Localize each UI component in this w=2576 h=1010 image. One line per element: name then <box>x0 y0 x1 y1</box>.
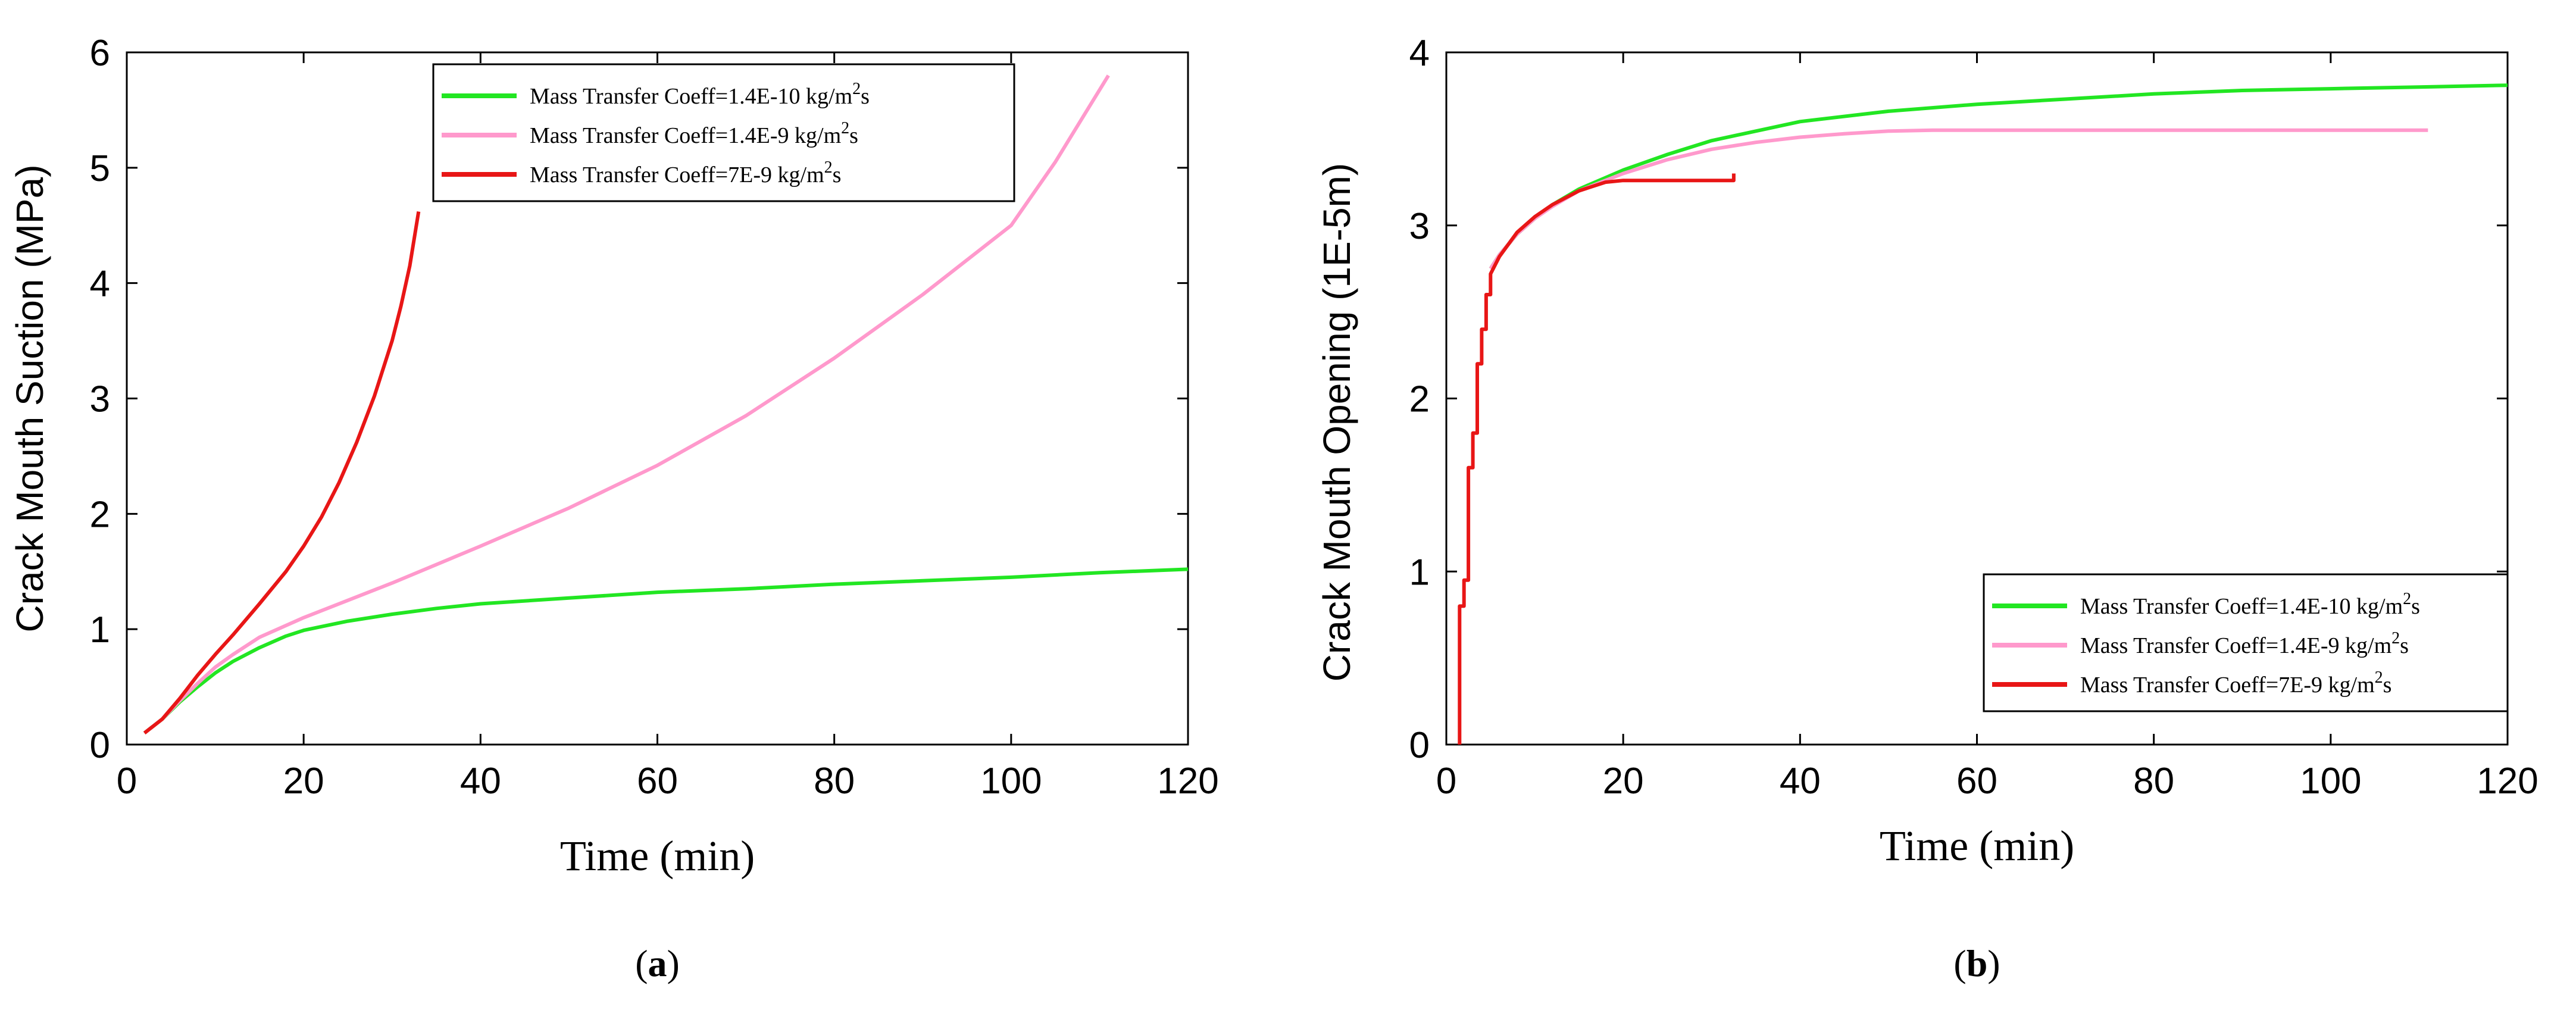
series-line-2 <box>1458 173 1736 745</box>
x-tick-label: 40 <box>1780 761 1821 802</box>
legend-entry-0: Mass Transfer Coeff=1.4E-10 kg/m2s <box>2080 590 2420 619</box>
panel-sublabel: (a) <box>635 942 680 984</box>
y-tick-label: 3 <box>1409 206 1430 247</box>
x-tick-label: 20 <box>1603 761 1644 802</box>
y-tick-label: 1 <box>1409 552 1430 593</box>
y-tick-label: 4 <box>90 264 110 305</box>
legend-entry-1: Mass Transfer Coeff=1.4E-9 kg/m2s <box>2080 629 2409 658</box>
y-tick-label: 3 <box>90 379 110 420</box>
legend-entry-1: Mass Transfer Coeff=1.4E-9 kg/m2s <box>530 119 858 148</box>
x-tick-label: 0 <box>1436 761 1456 802</box>
legend-box <box>432 63 1015 202</box>
legend-box <box>1983 573 2509 712</box>
x-axis-label: Time (min) <box>560 832 755 880</box>
x-tick-label: 0 <box>117 761 137 802</box>
y-axis-label: Crack Mouth Suction (MPa) <box>8 164 51 632</box>
x-tick-label: 80 <box>814 761 855 802</box>
x-tick-label: 100 <box>980 761 1042 802</box>
x-tick-label: 60 <box>1956 761 1997 802</box>
legend-entry-2: Mass Transfer Coeff=7E-9 kg/m2s <box>530 158 841 187</box>
panel-b: 0 20 40 60 80 100 120 0 1 2 3 4 Time (min) Crack Mout… <box>1315 33 2539 984</box>
x-tick-label: 40 <box>460 761 501 802</box>
x-tick-label: 100 <box>2300 761 2361 802</box>
y-tick-label: 4 <box>1409 33 1430 74</box>
series-line-0 <box>143 567 1189 734</box>
y-tick-label: 5 <box>90 148 110 189</box>
series-line-1 <box>143 74 1110 734</box>
x-tick-label: 20 <box>283 761 324 802</box>
x-tick-label: 120 <box>2477 761 2538 802</box>
series-line-2 <box>143 211 421 734</box>
x-tick-label: 120 <box>1157 761 1218 802</box>
x-axis-label: Time (min) <box>1880 822 2074 870</box>
x-tick-label: 80 <box>2133 761 2174 802</box>
x-tick-label: 60 <box>637 761 678 802</box>
legend-entry-0: Mass Transfer Coeff=1.4E-10 kg/m2s <box>530 80 870 109</box>
y-axis-label: Crack Mouth Opening (1E-5m) <box>1315 163 1358 681</box>
panel-a: 0 20 40 60 80 100 120 0 1 2 3 4 5 6 Time (min) Crack Mo… <box>8 33 1219 984</box>
legend-entry-2: Mass Transfer Coeff=7E-9 kg/m2s <box>2080 668 2391 698</box>
y-tick-label: 0 <box>1409 725 1430 766</box>
y-tick-label: 2 <box>90 494 110 535</box>
y-tick-label: 0 <box>90 725 110 766</box>
panel-sublabel: (b) <box>1953 942 2000 984</box>
y-tick-label: 1 <box>90 609 110 651</box>
y-tick-label: 2 <box>1409 379 1430 420</box>
y-tick-label: 6 <box>90 33 110 74</box>
